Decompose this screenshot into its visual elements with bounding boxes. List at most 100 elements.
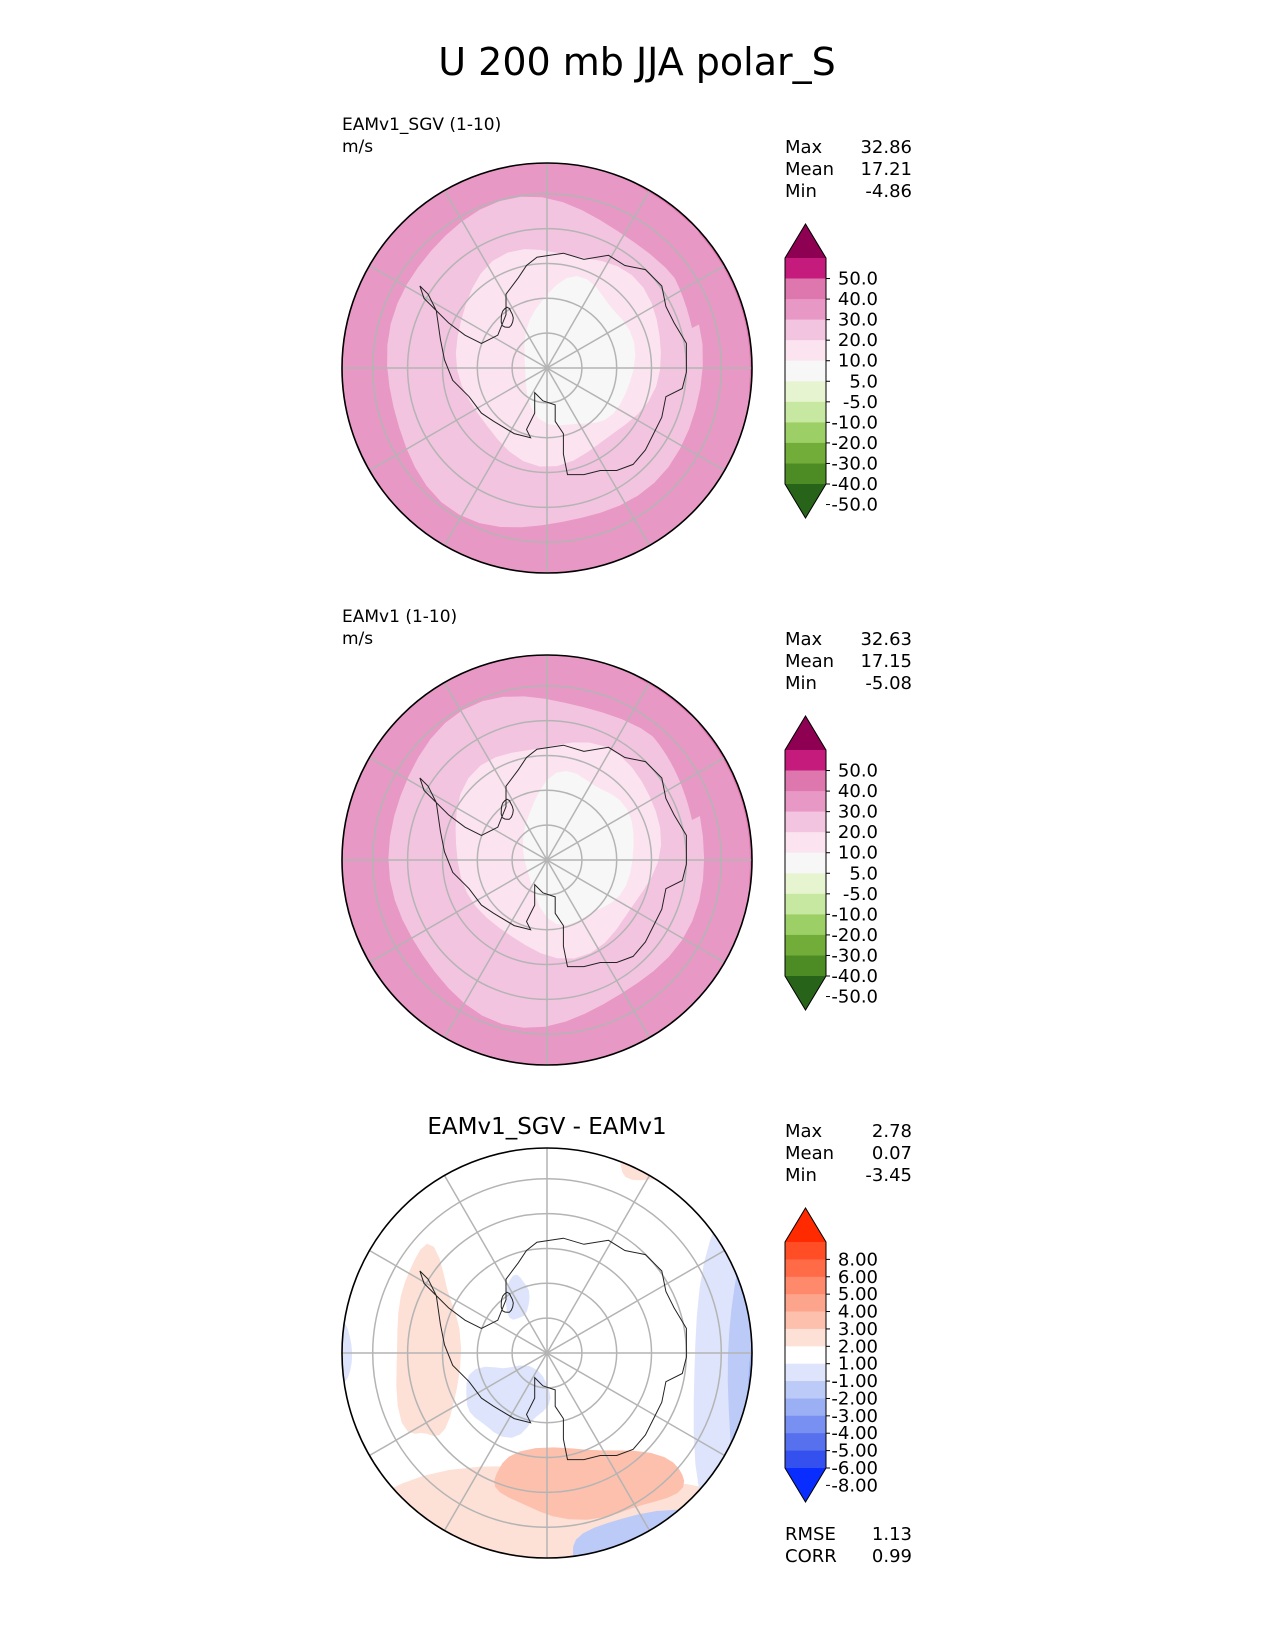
colorbar-tick-label: 5.0 [849, 371, 878, 392]
island-coastline [500, 306, 514, 328]
colorbar-tick-label: 20.0 [838, 330, 878, 351]
colorbar-tick-label: 10.0 [838, 351, 878, 372]
colorbar-segment [785, 1363, 826, 1382]
map-border [341, 1147, 753, 1559]
colorbar-tick-label: 30.0 [838, 802, 878, 823]
colorbar-tick-label: -1.00 [831, 1371, 878, 1392]
stat-value-max: 32.86 [860, 137, 912, 158]
band--5.0to5.0 [522, 771, 634, 925]
colorbar-tick-label: -30.0 [831, 945, 878, 966]
band-edge [567, 665, 732, 820]
figure-title: U 200 mb JJA polar_S [438, 40, 836, 84]
map-panel-difference: EAMv1_SGV - EAMv1 Max 2.78 Mean 0.07 Min -3.45… [341, 1114, 912, 1567]
colorbar-tick-label: -3.00 [831, 1406, 878, 1427]
colorbar-segment [785, 381, 826, 403]
stat-value-min: -5.08 [865, 673, 912, 694]
colorbar-segment [785, 873, 826, 895]
colorbar-tick-label: 8.00 [838, 1249, 878, 1270]
colorbar-extend-top [785, 224, 826, 258]
stat-value-mean: 17.21 [860, 159, 912, 180]
colorbar-tick-label: -2.00 [831, 1388, 878, 1409]
map-border [341, 162, 753, 574]
metric-label-corr: CORR [785, 1546, 837, 1567]
colorbar-segment [785, 1398, 826, 1417]
colorbar-segment [785, 463, 826, 485]
band-edge [567, 173, 732, 328]
map-field [342, 163, 752, 573]
colorbar-tick-label: -10.0 [831, 412, 878, 433]
colorbar-tick-label: -20.0 [831, 925, 878, 946]
colorbar-segment [785, 360, 826, 382]
colorbar-segment [785, 258, 826, 280]
colorbar-segment [785, 893, 826, 915]
colorbar-tick-label: 50.0 [838, 761, 878, 782]
stat-label-max: Max [785, 137, 823, 158]
colorbar-tick-label: -50.0 [831, 987, 878, 1008]
colorbar-tick-label: 50.0 [838, 269, 878, 290]
colorbar-segment [785, 340, 826, 362]
colorbar: 50.040.030.020.010.05.0-5.0-10.0-20.0-30… [784, 715, 878, 1011]
colorbar-segment [785, 401, 826, 423]
stat-label-mean: Mean [785, 1143, 834, 1164]
island-coastline [500, 1291, 514, 1313]
meridian-line [443, 1175, 651, 1531]
colorbar-segment [785, 1242, 826, 1260]
colorbar: 50.040.030.020.010.05.0-5.0-10.0-20.0-30… [784, 223, 878, 519]
colorbar-segment [785, 1433, 826, 1452]
colorbar-segment [785, 750, 826, 772]
stat-value-min: -4.86 [865, 181, 912, 202]
colorbar-segment [785, 1276, 826, 1295]
stat-label-mean: Mean [785, 159, 834, 180]
colorbar-segment [785, 955, 826, 977]
colorbar-segment [785, 811, 826, 833]
band--1.00to-2.00-small [505, 1274, 530, 1320]
antarctica-coastline [419, 1237, 687, 1461]
map-field [342, 655, 752, 1065]
colorbar-segment [785, 422, 826, 444]
map-panel-test: EAMv1_SGV (1-10)m/s Max 32.86 Mean 17.21 Min -… [341, 115, 912, 574]
colorbar-segment [785, 278, 826, 300]
colorbar-tick-label: 2.00 [838, 1336, 878, 1357]
metric-value-corr: 0.99 [872, 1546, 912, 1567]
meridian-line [443, 682, 651, 1038]
colorbar-tick-label: 3.00 [838, 1319, 878, 1340]
stat-value-mean: 0.07 [872, 1143, 912, 1164]
panel-units-label: m/s [342, 629, 373, 649]
graticule [342, 163, 752, 573]
island-coastline [500, 798, 514, 820]
stat-value-max: 2.78 [872, 1121, 912, 1142]
colorbar-extend-bottom [785, 484, 826, 518]
stat-label-max: Max [785, 1121, 823, 1142]
stat-label-min: Min [785, 181, 817, 202]
colorbar-segment [785, 1311, 826, 1330]
stat-value-min: -3.45 [865, 1165, 912, 1186]
band--5.0to5.0 [524, 276, 636, 426]
stat-label-mean: Mean [785, 651, 834, 672]
stat-value-max: 32.63 [860, 629, 912, 650]
colorbar-segment [785, 934, 826, 956]
map-border [341, 654, 753, 1066]
colorbar-segment [785, 1346, 826, 1365]
map-panel-reference: EAMv1 (1-10)m/s Max 32.63 Mean 17.15 Min -5.08… [341, 607, 912, 1066]
colorbar-segment [785, 1259, 826, 1278]
colorbar-segment [785, 832, 826, 854]
antarctica-coastline [419, 252, 687, 476]
colorbar-segment [785, 1381, 826, 1400]
stat-label-max: Max [785, 629, 823, 650]
colorbar-tick-label: 4.00 [838, 1302, 878, 1323]
panel-units-label: m/s [342, 137, 373, 157]
colorbar-tick-label: -6.00 [831, 1458, 878, 1479]
colorbar-tick-label: -50.0 [831, 495, 878, 516]
colorbar-segment [785, 299, 826, 321]
colorbar-tick-label: -5.00 [831, 1441, 878, 1462]
colorbar-tick-label: -30.0 [831, 453, 878, 474]
map-field [342, 1148, 752, 1558]
panel-name-label: EAMv1 (1-10) [342, 607, 457, 627]
colorbar-extend-top [785, 1208, 826, 1242]
colorbar-tick-label: 20.0 [838, 822, 878, 843]
meridian-line [443, 190, 651, 546]
colorbar-tick-label: 6.00 [838, 1267, 878, 1288]
band--2.00to-3.00 [727, 1225, 752, 1533]
